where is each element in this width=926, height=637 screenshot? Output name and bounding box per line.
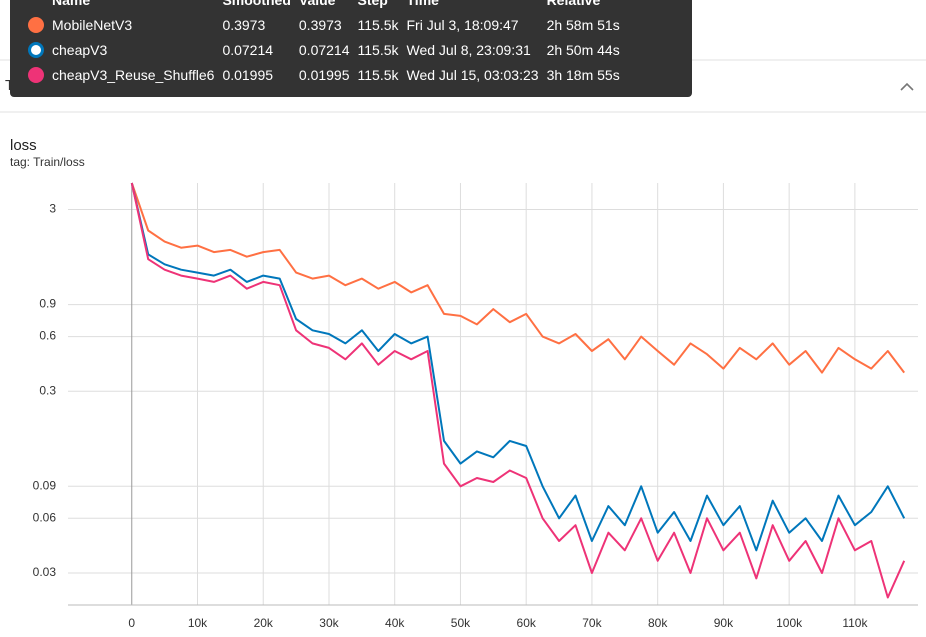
- column-header: Smoothed: [222, 0, 291, 8]
- x-tick-label: 110k: [842, 616, 868, 630]
- tooltip-value: 0.01995: [298, 66, 350, 83]
- tooltip-relative: 3h 18m 55s: [546, 66, 620, 83]
- chart-title: loss: [10, 137, 37, 154]
- x-tick-label: 30k: [319, 616, 339, 630]
- series-dot: [28, 17, 44, 34]
- y-tick-label: 0.03: [33, 565, 57, 579]
- series-dot: [28, 42, 44, 59]
- series-name: cheapV3_Reuse_Shuffle6: [52, 66, 215, 83]
- collapse-icon[interactable]: [900, 82, 914, 91]
- x-tick-label: 60k: [517, 616, 537, 630]
- tooltip-step: 115.5k: [357, 66, 399, 83]
- x-tick-label: 20k: [254, 616, 274, 630]
- series-line: [130, 182, 906, 552]
- y-tick-label: 3: [49, 202, 56, 216]
- series-dot: [28, 67, 44, 84]
- y-tick-label: 0.09: [33, 478, 57, 492]
- x-tick-label: 0: [128, 616, 135, 630]
- tooltip-time: Fri Jul 3, 18:09:47: [406, 16, 519, 33]
- tooltip-row: MobileNetV3 0.3973 0.3973 115.5k Fri Jul 3, …: [24, 12, 624, 37]
- tooltip-step: 115.5k: [357, 16, 399, 33]
- y-tick-label: 0.06: [33, 510, 57, 524]
- x-tick-label: 80k: [648, 616, 668, 630]
- tooltip-time: Wed Jul 15, 03:03:23: [406, 66, 539, 83]
- tooltip-smoothed: 0.3973: [222, 16, 266, 33]
- tooltip-value: 0.07214: [298, 41, 350, 58]
- y-tick-label: 0.6: [39, 329, 56, 343]
- tooltip-step: 115.5k: [357, 41, 399, 58]
- tooltip-row: cheapV3 0.07214 0.07214 115.5k Wed Jul 8, 23…: [24, 37, 624, 62]
- x-tick-label: 100k: [776, 616, 803, 630]
- chart-subtitle: tag: Train/loss: [10, 155, 85, 169]
- y-tick-label: 0.3: [39, 383, 56, 397]
- series-line: [130, 182, 906, 599]
- column-header: Name: [52, 0, 91, 8]
- series-line: [130, 182, 905, 374]
- column-header: Value: [298, 0, 336, 8]
- x-tick-label: 90k: [714, 616, 734, 630]
- x-tick-label: 50k: [451, 616, 471, 630]
- tooltip-relative: 2h 58m 51s: [546, 16, 620, 33]
- tooltip-cell: [24, 37, 48, 62]
- x-tick-label: 40k: [385, 616, 405, 630]
- y-tick-label: 0.9: [39, 297, 56, 311]
- tooltip-relative: 2h 50m 44s: [546, 41, 620, 58]
- x-tick-label: 70k: [582, 616, 602, 630]
- tooltip-smoothed: 0.01995: [222, 66, 274, 83]
- tooltip-time: Wed Jul 8, 23:09:31: [406, 41, 531, 58]
- tooltip-cell: [24, 62, 48, 87]
- tooltip-header: Name Smoothed Value Step Time Relative: [24, 0, 624, 12]
- tooltip-cell: [24, 0, 48, 12]
- series-name: cheapV3: [52, 41, 108, 58]
- tooltip-row: cheapV3_Reuse_Shuffle6 0.01995 0.01995 115.…: [24, 62, 624, 87]
- x-tick-label: 10k: [188, 616, 208, 630]
- column-header: Time: [406, 0, 439, 8]
- column-header: Step: [357, 0, 388, 8]
- series-name: MobileNetV3: [52, 16, 133, 33]
- tooltip-value: 0.3973: [298, 16, 342, 33]
- column-header: Relative: [546, 0, 601, 8]
- tooltip: Name Smoothed Value Step Time Relative MobileN…: [10, 0, 692, 97]
- tooltip-smoothed: 0.07214: [222, 41, 274, 58]
- tooltip-cell: [24, 12, 48, 37]
